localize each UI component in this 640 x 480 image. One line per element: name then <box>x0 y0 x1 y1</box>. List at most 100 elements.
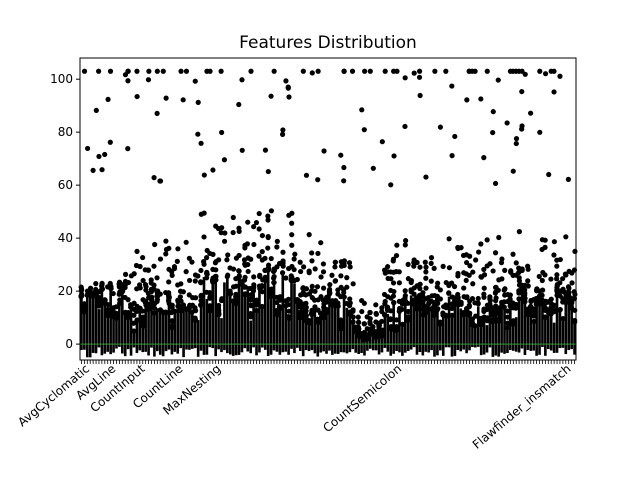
box <box>333 305 337 354</box>
outlier-point <box>245 261 251 268</box>
outlier-point <box>449 153 455 159</box>
outlier-point <box>492 180 499 187</box>
outlier-point <box>166 294 172 300</box>
outlier-point <box>475 301 481 307</box>
outlier-point <box>531 313 537 319</box>
outlier-point <box>531 318 537 325</box>
outlier-point <box>464 97 470 103</box>
outlier-point <box>157 256 164 262</box>
box <box>360 338 363 353</box>
box <box>453 301 457 356</box>
outlier-point <box>207 294 213 301</box>
outlier-point <box>154 275 160 281</box>
box <box>406 320 410 351</box>
outlier-point <box>446 290 452 296</box>
outlier-point <box>303 313 309 319</box>
outlier-point <box>324 299 330 305</box>
outlier-point <box>417 285 423 292</box>
outlier-point <box>180 97 186 103</box>
outlier-point <box>484 68 490 74</box>
box <box>366 339 369 351</box>
box <box>544 318 547 356</box>
outlier-point <box>458 245 464 251</box>
outlier-point <box>537 68 543 74</box>
box <box>120 292 124 354</box>
outlier-point <box>192 78 198 84</box>
outlier-point <box>254 297 260 303</box>
outlier-point <box>221 238 228 244</box>
outlier-point <box>247 297 253 303</box>
outlier-point <box>122 271 129 277</box>
outlier-point <box>315 177 321 183</box>
y-tick-label: 60 <box>58 178 73 192</box>
box <box>354 331 358 353</box>
outlier-point <box>411 70 417 76</box>
outlier-point <box>332 259 338 265</box>
outlier-point <box>484 237 490 243</box>
outlier-point <box>563 272 569 278</box>
outlier-point <box>289 242 295 248</box>
outlier-point <box>201 258 207 265</box>
outlier-point <box>379 139 385 145</box>
outlier-point <box>496 234 502 241</box>
outlier-point <box>411 291 417 297</box>
outlier-point <box>195 273 201 279</box>
outlier-point <box>268 255 274 262</box>
outlier-point <box>221 157 228 163</box>
outlier-point <box>379 318 385 325</box>
outlier-point <box>320 269 327 275</box>
outlier-point <box>195 131 201 137</box>
box <box>395 330 398 352</box>
box <box>401 325 404 356</box>
outlier-point <box>154 110 160 117</box>
outlier-point <box>548 276 554 282</box>
outlier-point <box>125 146 131 152</box>
box <box>132 331 136 348</box>
outlier-point <box>321 148 327 154</box>
outlier-point <box>303 304 309 310</box>
outlier-point <box>283 275 289 281</box>
box <box>191 312 194 349</box>
box <box>144 305 147 352</box>
box <box>336 308 340 354</box>
outlier-point <box>388 276 394 282</box>
box <box>532 322 536 351</box>
outlier-point <box>367 316 373 322</box>
outlier-point <box>207 68 213 74</box>
outlier-point <box>265 213 271 219</box>
outlier-point <box>239 77 245 83</box>
box <box>441 315 445 356</box>
outlier-point <box>254 301 260 307</box>
outlier-point <box>314 318 321 324</box>
outlier-point <box>125 78 131 84</box>
box <box>304 320 308 351</box>
box <box>150 307 153 348</box>
outlier-point <box>125 297 131 303</box>
outlier-point <box>519 88 525 95</box>
outlier-point <box>390 280 397 286</box>
outlier-point <box>417 281 423 287</box>
box <box>368 334 372 349</box>
outlier-point <box>105 96 111 102</box>
outlier-point <box>393 317 400 323</box>
box <box>549 314 553 351</box>
box <box>147 309 150 356</box>
outlier-point <box>458 299 464 305</box>
outlier-point <box>292 251 298 257</box>
outlier-point <box>370 165 376 171</box>
box <box>325 313 328 354</box>
box <box>167 304 171 350</box>
box <box>138 308 142 351</box>
outlier-point <box>315 68 321 74</box>
outlier-point <box>399 306 405 312</box>
x-axis: AvgCyclomaticAvgLineCountInputCountLineM… <box>15 360 575 452</box>
outlier-point <box>390 293 397 299</box>
box <box>509 306 512 351</box>
outlier-point <box>525 278 531 284</box>
outlier-point <box>309 70 315 76</box>
outlier-point <box>131 312 137 318</box>
outlier-point <box>257 273 263 280</box>
box <box>135 321 139 353</box>
outlier-point <box>309 250 315 256</box>
outlier-point <box>347 296 353 302</box>
